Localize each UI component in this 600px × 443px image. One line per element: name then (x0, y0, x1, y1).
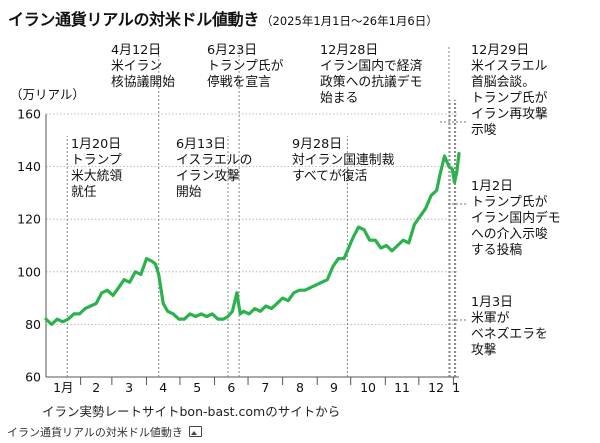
y-tick-label: 120 (17, 212, 41, 227)
y-tick-label: 140 (17, 159, 41, 174)
annotation-text: 攻撃 (471, 342, 497, 358)
annotation-text: イラン国内で経済 (320, 58, 423, 74)
x-tick-label: 12 (428, 380, 444, 395)
annotation-text: イラン国内デモ (471, 210, 561, 226)
annotation-text: 核協議開始 (111, 75, 175, 90)
annotation-text: 始まる (320, 91, 358, 106)
image-caption: イラン通貨リアルの対米ドル値動き (7, 424, 202, 440)
y-tick-label: 100 (17, 264, 41, 279)
x-tick-label: 11 (394, 380, 410, 395)
annotation-text: すべてが復活 (292, 168, 368, 184)
annotation-date: 1月20日 (71, 137, 121, 152)
annotation-text: 首脳会談。 (471, 74, 535, 90)
x-tick-label: 7 (261, 380, 269, 395)
annotation-text: 政策への抗議デモ (320, 74, 422, 90)
annotation-text: 米大統領 (71, 168, 122, 184)
y-tick-label: 60 (25, 370, 41, 385)
annotation-text: する投稿 (471, 242, 522, 258)
x-tick-label: 8 (296, 380, 304, 395)
x-tick-label: 6 (227, 380, 235, 395)
annotation-text: イラン再攻撃 (471, 106, 548, 122)
annotation-date: 1月3日 (471, 295, 513, 310)
x-tick-label: 9 (330, 380, 338, 395)
annotation-date: 6月23日 (207, 43, 257, 58)
annotation-text: ベネズエラを (471, 326, 548, 342)
chart-subtitle: （2025年1月1日〜26年1月6日） (261, 14, 438, 28)
x-tick-label: 5 (193, 380, 201, 395)
annotation-text: への介入示唆 (471, 226, 548, 242)
annotation-date: 6月13日 (176, 137, 226, 152)
x-tick-label: 1 (452, 380, 460, 395)
y-tick-label: 80 (25, 317, 41, 332)
x-tick-label: 1月 (53, 380, 73, 395)
annotation-text: 米軍が (471, 311, 510, 326)
annotation-text: トランプ氏が (471, 91, 548, 106)
x-tick-label: 2 (92, 380, 100, 395)
annotation-text: イラン攻撃 (176, 168, 240, 184)
chart-title-main: イラン通貨リアルの対米ドル値動き (8, 10, 260, 29)
annotation-text: イスラエルの (176, 153, 252, 168)
x-tick-label: 3 (125, 380, 133, 395)
annotation-text: 就任 (71, 185, 97, 200)
annotation-text: 米イラン (111, 59, 162, 74)
x-tick-label: 10 (360, 380, 376, 395)
y-tick-label: 160 (17, 107, 41, 122)
chart-title: イラン通貨リアルの対米ドル値動き （2025年1月1日〜26年1月6日） (8, 6, 438, 30)
annotation-text: 停戦を宣言 (207, 74, 271, 90)
annotation-date: 9月28日 (292, 137, 342, 152)
annotation-date: 4月12日 (111, 43, 161, 58)
x-tick-label: 4 (159, 380, 167, 395)
caption-text: イラン通貨リアルの対米ドル値動き (7, 426, 183, 439)
source-note: イラン実勢レートサイトbon-bast.comのサイトから (42, 404, 341, 419)
annotation-date: 12月29日 (471, 43, 529, 58)
annotation-text: 対イラン国連制裁 (292, 152, 395, 168)
annotation-text: 開始 (176, 185, 202, 200)
y-axis-label: （万リアル） (10, 87, 85, 102)
annotation-text: トランプ氏が (471, 195, 548, 210)
annotation-date: 12月28日 (320, 43, 378, 58)
annotation-text: トランプ (71, 153, 122, 168)
annotation-text: トランプ氏が (207, 59, 284, 74)
annotation-text: 示唆 (471, 122, 497, 138)
annotation-date: 1月2日 (471, 179, 513, 194)
image-icon[interactable] (188, 426, 202, 437)
annotation-text: 米イスラエル (471, 59, 548, 74)
